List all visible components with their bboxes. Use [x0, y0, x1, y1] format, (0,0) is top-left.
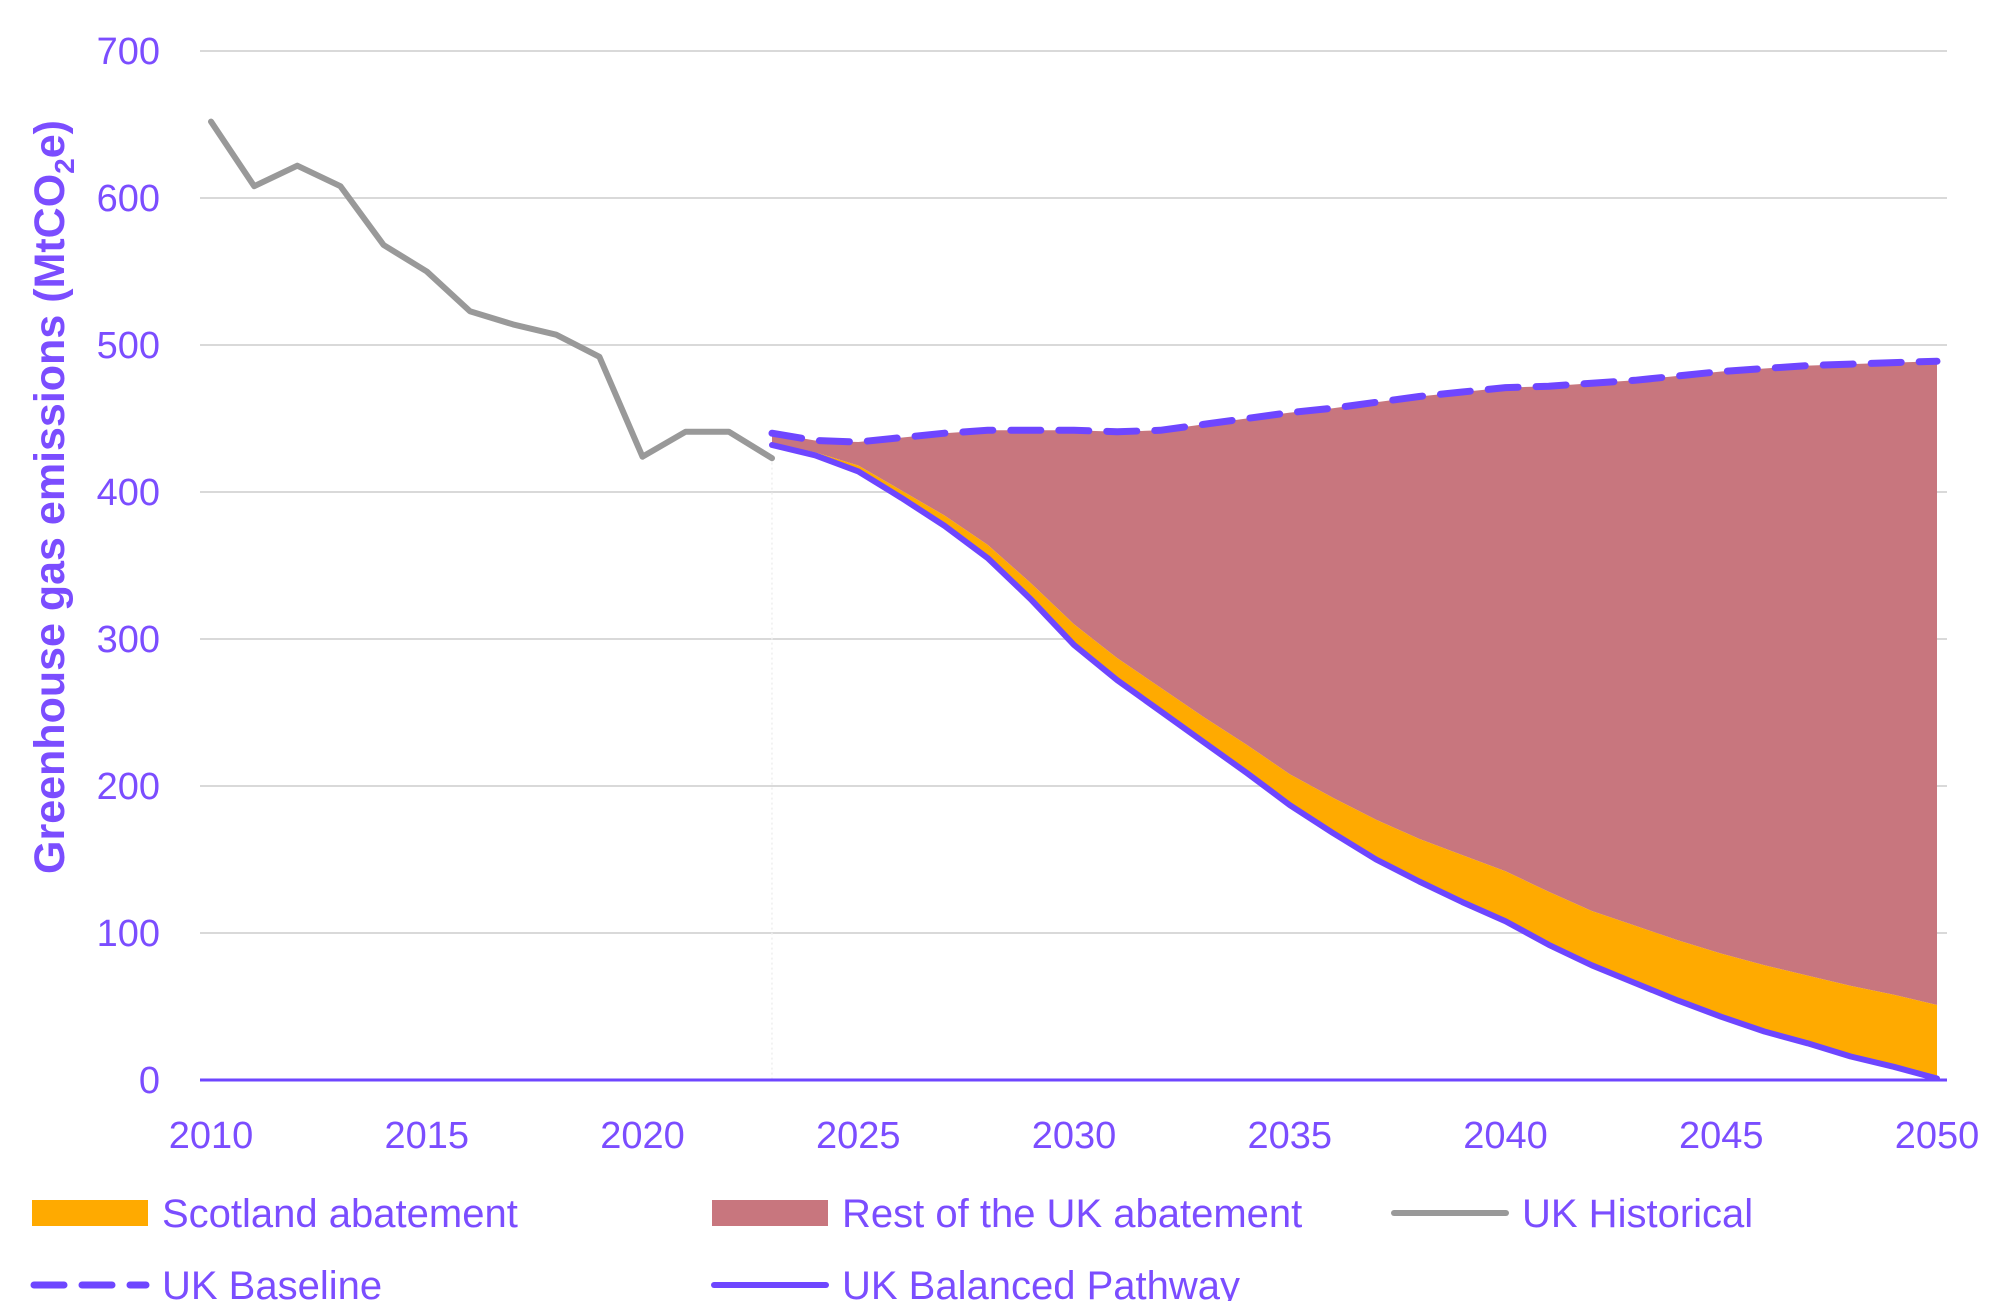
- legend-label-historical: UK Historical: [1522, 1192, 1753, 1236]
- scotland-abatement-area: [772, 443, 1937, 1079]
- x-tick-label-2050: 2050: [1895, 1115, 1980, 1157]
- x-tick-label-2025: 2025: [816, 1115, 901, 1157]
- x-tick-label-2040: 2040: [1463, 1115, 1548, 1157]
- y-axis-title-main: Greenhouse gas emissions (MtCO: [26, 174, 74, 874]
- legend-label-rest_uk: Rest of the UK abatement: [842, 1192, 1302, 1236]
- y-tick-label-200: 200: [97, 766, 160, 808]
- y-axis-title-end: e): [26, 120, 74, 158]
- y-tick-label-300: 300: [97, 619, 160, 661]
- legend-item-historical: UK Historical: [1391, 1192, 1753, 1236]
- y-tick-label-400: 400: [97, 472, 160, 514]
- x-tick-label-2010: 2010: [169, 1115, 254, 1157]
- x-tick-label-2020: 2020: [600, 1115, 685, 1157]
- y-tick-label-100: 100: [97, 913, 160, 955]
- axes: 0 100 200 300 400 500 600 700 2010 2015 2020 2025 20…: [97, 31, 1980, 1157]
- legend-item-scotland: Scotland abatement: [32, 1192, 518, 1236]
- x-tick-label-2015: 2015: [384, 1115, 469, 1157]
- x-tick-label-2045: 2045: [1679, 1115, 1764, 1157]
- legend-label-scotland: Scotland abatement: [162, 1192, 518, 1236]
- rest-of-uk-abatement-area: [772, 361, 1937, 1005]
- legend-label-pathway: UK Balanced Pathway: [842, 1264, 1240, 1301]
- x-tick-label-2030: 2030: [1032, 1115, 1117, 1157]
- abatement-areas: [772, 361, 1937, 1079]
- legend-swatch-rest_uk: [712, 1200, 828, 1226]
- uk-historical-line: [208, 118, 775, 462]
- y-axis-title: Greenhouse gas emissions (MtCO2e): [26, 120, 80, 874]
- legend-item-rest_uk: Rest of the UK abatement: [712, 1192, 1302, 1236]
- legend-item-pathway: UK Balanced Pathway: [711, 1264, 1240, 1301]
- uk-balanced-pathway-line: [769, 442, 1940, 1082]
- y-tick-label-500: 500: [97, 325, 160, 367]
- uk-baseline-line: [768, 357, 1941, 446]
- y-tick-label-0: 0: [139, 1060, 160, 1102]
- y-axis-title-subscript: 2: [49, 158, 80, 174]
- y-tick-label-700: 700: [97, 31, 160, 73]
- x-tick-label-2035: 2035: [1247, 1115, 1332, 1157]
- legend-label-baseline: UK Baseline: [162, 1264, 382, 1301]
- legend-item-baseline: UK Baseline: [30, 1264, 382, 1301]
- legend: Scotland abatement Rest of the UK abateme…: [30, 1192, 1753, 1301]
- series-lines: [208, 118, 1941, 1082]
- y-tick-label-600: 600: [97, 178, 160, 220]
- legend-swatch-scotland: [32, 1200, 148, 1226]
